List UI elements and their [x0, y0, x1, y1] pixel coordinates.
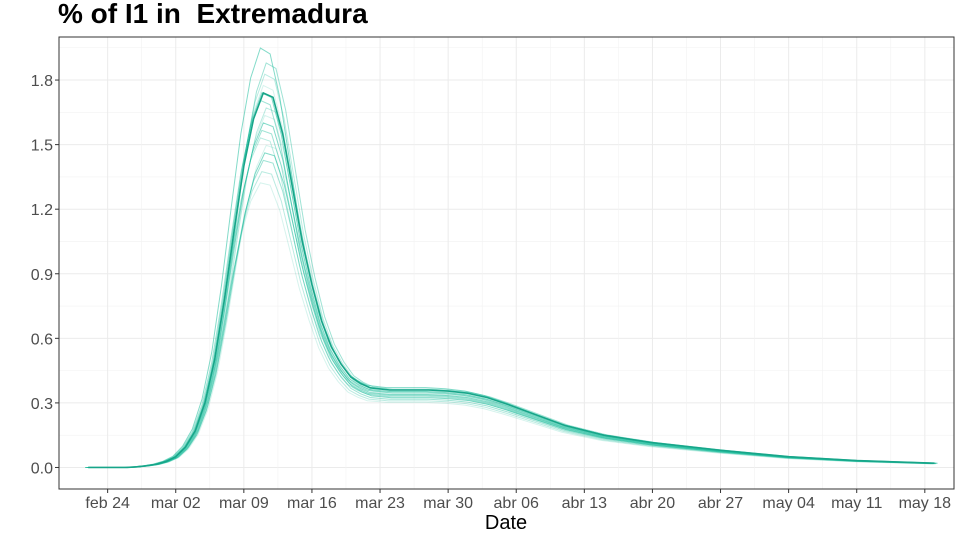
ensemble-line	[85, 99, 932, 468]
ensemble-line	[91, 62, 938, 468]
ensemble-line	[86, 92, 934, 468]
x-tick-label: abr 20	[630, 495, 675, 512]
ensemble-line	[88, 122, 935, 468]
plot-border	[58, 36, 955, 490]
chart-title: % of I1 in Extremadura	[58, 0, 368, 29]
x-tick-label: mar 09	[219, 495, 269, 512]
y-tick-label: 0.0	[31, 460, 53, 477]
y-tick-label: 0.3	[31, 396, 53, 413]
y-tick-label: 1.2	[31, 202, 53, 219]
x-tick-label: may 11	[831, 495, 882, 512]
ensemble-line	[91, 107, 938, 468]
ensemble-line	[89, 152, 937, 468]
x-axis-title: Date	[485, 512, 527, 534]
ensemble-line	[88, 159, 935, 468]
x-tick-label: abr 06	[494, 495, 539, 512]
series-lines	[85, 47, 938, 469]
axes: 0.0 0.3 0.6 0.9 1.2 1.5 1.8 feb 24 mar 02 mar 09 m…	[31, 73, 951, 512]
ensemble-line	[86, 129, 934, 468]
x-tick-label: mar 30	[423, 495, 473, 512]
ensemble-line	[86, 171, 934, 468]
x-tick-label: may 04	[762, 495, 815, 512]
main-series-line	[88, 91, 935, 469]
ensemble-line	[89, 114, 937, 468]
x-tick-label: mar 02	[151, 495, 201, 512]
y-tick-label: 0.9	[31, 267, 53, 284]
x-tick-label: mar 23	[355, 495, 405, 512]
x-tick-label: abr 13	[562, 495, 607, 512]
ensemble-line	[85, 137, 932, 468]
y-tick-label: 0.6	[31, 331, 53, 348]
x-tick-label: mar 16	[287, 495, 337, 512]
y-tick-label: 1.5	[31, 138, 53, 155]
x-tick-label: feb 24	[85, 495, 130, 512]
x-tick-label: abr 27	[698, 495, 743, 512]
x-tick-label: may 18	[899, 495, 952, 512]
ensemble-line	[85, 182, 932, 468]
grid-lines	[59, 37, 954, 489]
y-tick-label: 1.8	[31, 73, 53, 90]
